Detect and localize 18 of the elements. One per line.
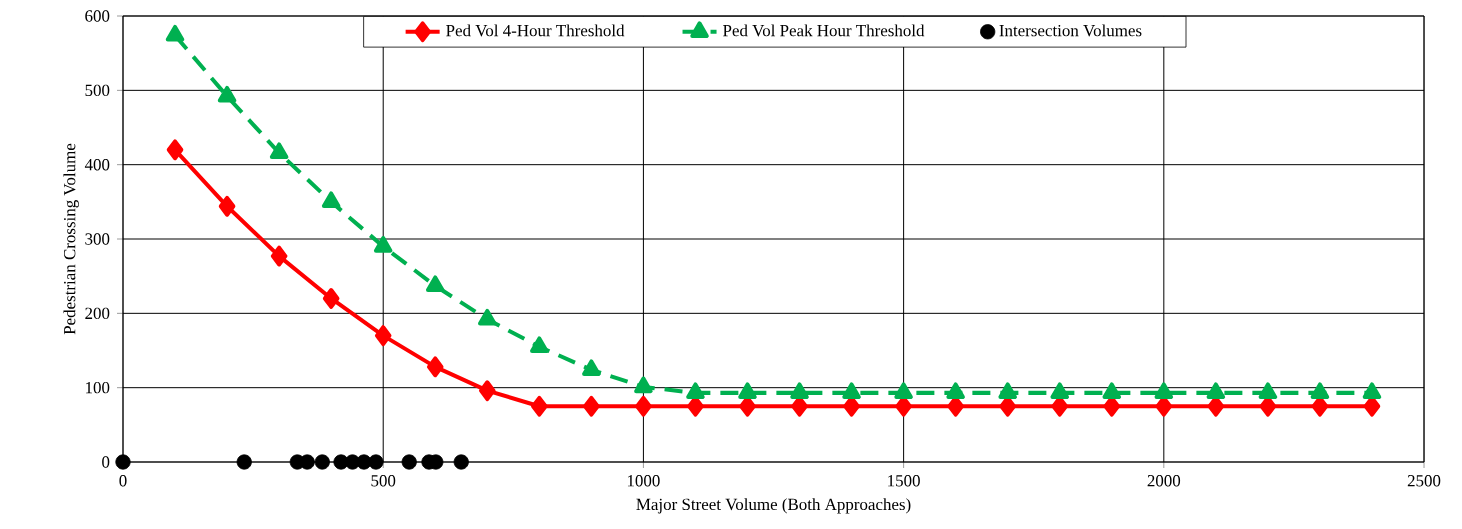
x-tick-label: 1000 (627, 475, 660, 487)
y-tick-label: 400 (84, 158, 110, 171)
y-axis-title: Pedestrian Crossing Volume (63, 143, 79, 335)
y-tick-label: 300 (85, 233, 110, 245)
x-tick-label: 1500 (888, 475, 920, 487)
y-tick-label: 100 (86, 381, 110, 394)
y-tick-label: 600 (85, 10, 110, 22)
legend-label: Intersection Volumes (999, 24, 1142, 37)
y-tick-label: 0 (102, 456, 110, 468)
legend-label: Ped Vol Peak Hour Threshold (723, 24, 925, 37)
x-axis-title: Major Street Volume (Both Approaches) (636, 498, 911, 514)
x-tick-label: 2500 (1407, 475, 1441, 487)
y-tick-label: 200 (85, 307, 110, 320)
y-tick-label: 500 (85, 84, 110, 97)
x-tick-label: 2000 (1147, 475, 1181, 487)
legend-label: Ped Vol 4-Hour Threshold (446, 24, 625, 37)
x-tick-label: 0 (119, 475, 127, 487)
x-tick-label: 500 (371, 475, 396, 487)
